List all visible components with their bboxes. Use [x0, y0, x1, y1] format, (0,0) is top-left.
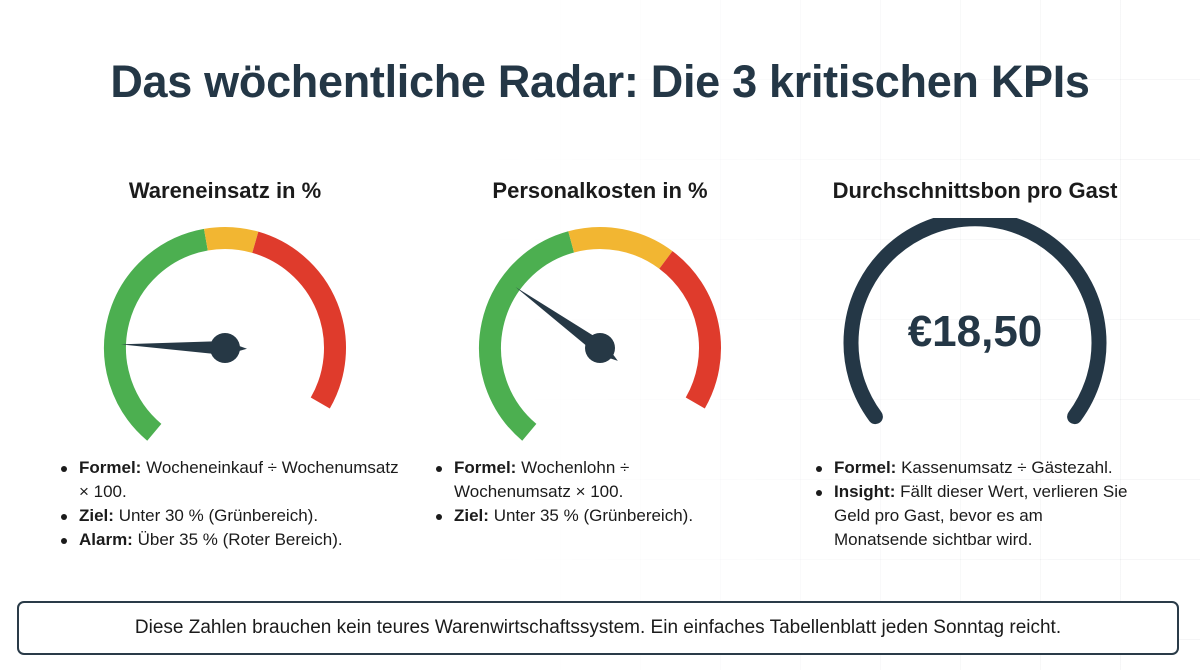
gauge-zone-1 — [568, 227, 673, 269]
kpi-durchschnittsbon: Durchschnittsbon pro Gast €18,50 Formel:… — [795, 176, 1155, 552]
bullet-ziel: Ziel: Unter 30 % (Grünbereich). — [55, 504, 405, 528]
gauge-zone-2 — [252, 231, 346, 409]
footer-note: Diese Zahlen brauchen kein teures Warenw… — [17, 601, 1179, 655]
bullet-formel: Formel: Wochenlohn ÷ Wochenumsatz × 100. — [430, 456, 730, 504]
wareneinsatz-gauge — [104, 227, 346, 441]
wareneinsatz-bullets: Formel: Wocheneinkauf ÷ Wochenumsatz × 1… — [55, 456, 405, 552]
kpi-wareneinsatz: Wareneinsatz in % Formel: Wocheneinkauf … — [45, 176, 405, 552]
personalkosten-bullets: Formel: Wochenlohn ÷ Wochenumsatz × 100.… — [430, 456, 730, 528]
durchschnittsbon-bullets: Formel: Kassenumsatz ÷ Gästezahl. Insigh… — [810, 456, 1140, 552]
gauge-hub — [210, 333, 240, 363]
bullet-alarm: Alarm: Über 35 % (Roter Bereich). — [55, 528, 405, 552]
kpi-title: Durchschnittsbon pro Gast — [832, 178, 1118, 203]
personalkosten-gauge — [479, 227, 721, 441]
gauge-zone-1 — [203, 227, 259, 253]
bullet-formel: Formel: Wocheneinkauf ÷ Wochenumsatz × 1… — [55, 456, 405, 504]
gauge-ring — [843, 218, 1107, 425]
bullet-formel: Formel: Kassenumsatz ÷ Gästezahl. — [810, 456, 1140, 480]
gauge-zone-0 — [104, 228, 208, 441]
kpi-title: Wareneinsatz in % — [128, 178, 322, 203]
page-title: Das wöchentliche Radar: Die 3 kritischen… — [110, 56, 1090, 107]
durchschnittsbon-gauge: €18,50 — [843, 218, 1107, 425]
gauge-zone-2 — [659, 251, 721, 409]
kpi-personalkosten: Personalkosten in % Formel: Wochenlohn ÷… — [420, 176, 780, 528]
gauge-hub — [585, 333, 615, 363]
bullet-insight: Insight: Fällt dieser Wert, verlieren Si… — [810, 480, 1140, 552]
gauge-zone-0 — [479, 231, 575, 441]
kpi-title: Personalkosten in % — [492, 178, 708, 203]
bullet-ziel: Ziel: Unter 35 % (Grünbereich). — [430, 504, 730, 528]
average-bon-value: €18,50 — [908, 307, 1043, 356]
